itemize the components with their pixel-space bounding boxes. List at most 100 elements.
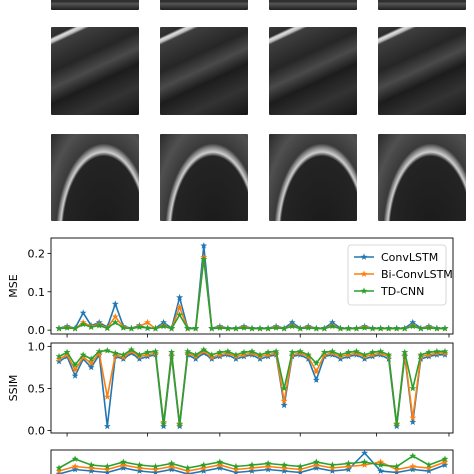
series-point [369, 348, 376, 356]
series-point [441, 347, 449, 355]
series-point [304, 355, 312, 362]
series-point [87, 363, 95, 371]
legend-swatch-marker [360, 253, 368, 260]
series-point [329, 467, 336, 474]
series-point [103, 462, 111, 470]
series-point [216, 351, 224, 358]
series-point [417, 325, 425, 332]
series-point [208, 353, 216, 361]
series-point [87, 461, 95, 468]
series-point [200, 255, 208, 262]
series-point [111, 300, 119, 307]
series-point [168, 325, 175, 332]
series-point [329, 461, 336, 468]
series-point [119, 351, 127, 358]
series-point [216, 348, 224, 356]
series-point [280, 401, 288, 409]
series-point [144, 318, 151, 326]
series-point [425, 467, 433, 474]
series-point [345, 459, 352, 467]
y-tick-label: 1.0 [28, 340, 46, 353]
series-point [103, 422, 111, 430]
series-point [95, 347, 103, 355]
series-point [55, 464, 63, 471]
chart-panel-1: 0.0 0.1 0.2 MSE ConvLSTM Bi-ConvLSTM TD-CNN [7, 237, 454, 338]
series-point [272, 324, 280, 331]
series-point [55, 355, 63, 362]
series-point [119, 324, 127, 331]
legend-entry: TD-CNN [380, 285, 424, 298]
plot-area [55, 450, 449, 474]
series-point [304, 324, 312, 331]
y-tick-label: 0.5 [28, 382, 46, 395]
plot-area [55, 242, 449, 332]
series-point [425, 461, 433, 468]
series-point [345, 462, 352, 470]
series-point [184, 347, 192, 355]
series-point [184, 464, 192, 471]
series-point [409, 462, 417, 470]
series-point [409, 418, 417, 425]
series-point [232, 355, 240, 362]
series-point [361, 355, 368, 362]
series-point [111, 318, 119, 326]
series-point [200, 346, 208, 353]
series-point [441, 458, 449, 465]
series-point [192, 355, 200, 362]
series-point [248, 347, 256, 355]
series-point [87, 323, 95, 330]
series-point [288, 322, 296, 330]
series-point [152, 462, 159, 470]
series-point [369, 325, 376, 332]
series-point [168, 465, 175, 473]
series-point [401, 348, 409, 356]
series-point [208, 351, 216, 358]
series-point [264, 459, 272, 467]
series-point [425, 464, 433, 471]
legend-entry: ConvLSTM [381, 251, 438, 264]
series-point [264, 325, 272, 332]
series-point [55, 325, 63, 332]
series-point [79, 320, 87, 328]
series-point [409, 414, 417, 421]
series-point [280, 325, 288, 332]
series-point [184, 467, 192, 474]
series-point [79, 309, 87, 316]
series-point [409, 384, 417, 392]
series-point [136, 351, 143, 358]
image-grid [0, 0, 474, 230]
series-point [87, 464, 95, 471]
series-point [111, 349, 119, 356]
series-point [312, 458, 320, 465]
series-point [176, 293, 184, 301]
series-point [200, 464, 208, 471]
series-point [63, 351, 71, 358]
series-point [184, 325, 192, 332]
series-point [144, 324, 151, 331]
series-point [272, 347, 280, 355]
series-point [264, 465, 272, 473]
series-point [312, 464, 320, 471]
satellite-tile [269, 27, 357, 115]
series-point [119, 353, 127, 361]
satellite-tile [51, 27, 139, 115]
series-point [224, 347, 232, 355]
series-point [152, 465, 159, 473]
series-point [280, 384, 288, 392]
series-point [312, 325, 320, 332]
series-point [296, 465, 304, 473]
series-point [393, 468, 401, 474]
series-point [280, 397, 288, 404]
series-point [71, 372, 79, 379]
series-point [361, 351, 368, 358]
series-point [256, 355, 264, 362]
plot-frame [50, 342, 454, 434]
legend-entry: Bi-ConvLSTM [381, 268, 453, 281]
series-point [329, 464, 336, 471]
series-point [192, 351, 200, 358]
series-point [168, 462, 175, 470]
series-point [337, 351, 344, 358]
plot-area [55, 346, 449, 430]
series-point [128, 346, 135, 353]
series-point [128, 325, 135, 332]
